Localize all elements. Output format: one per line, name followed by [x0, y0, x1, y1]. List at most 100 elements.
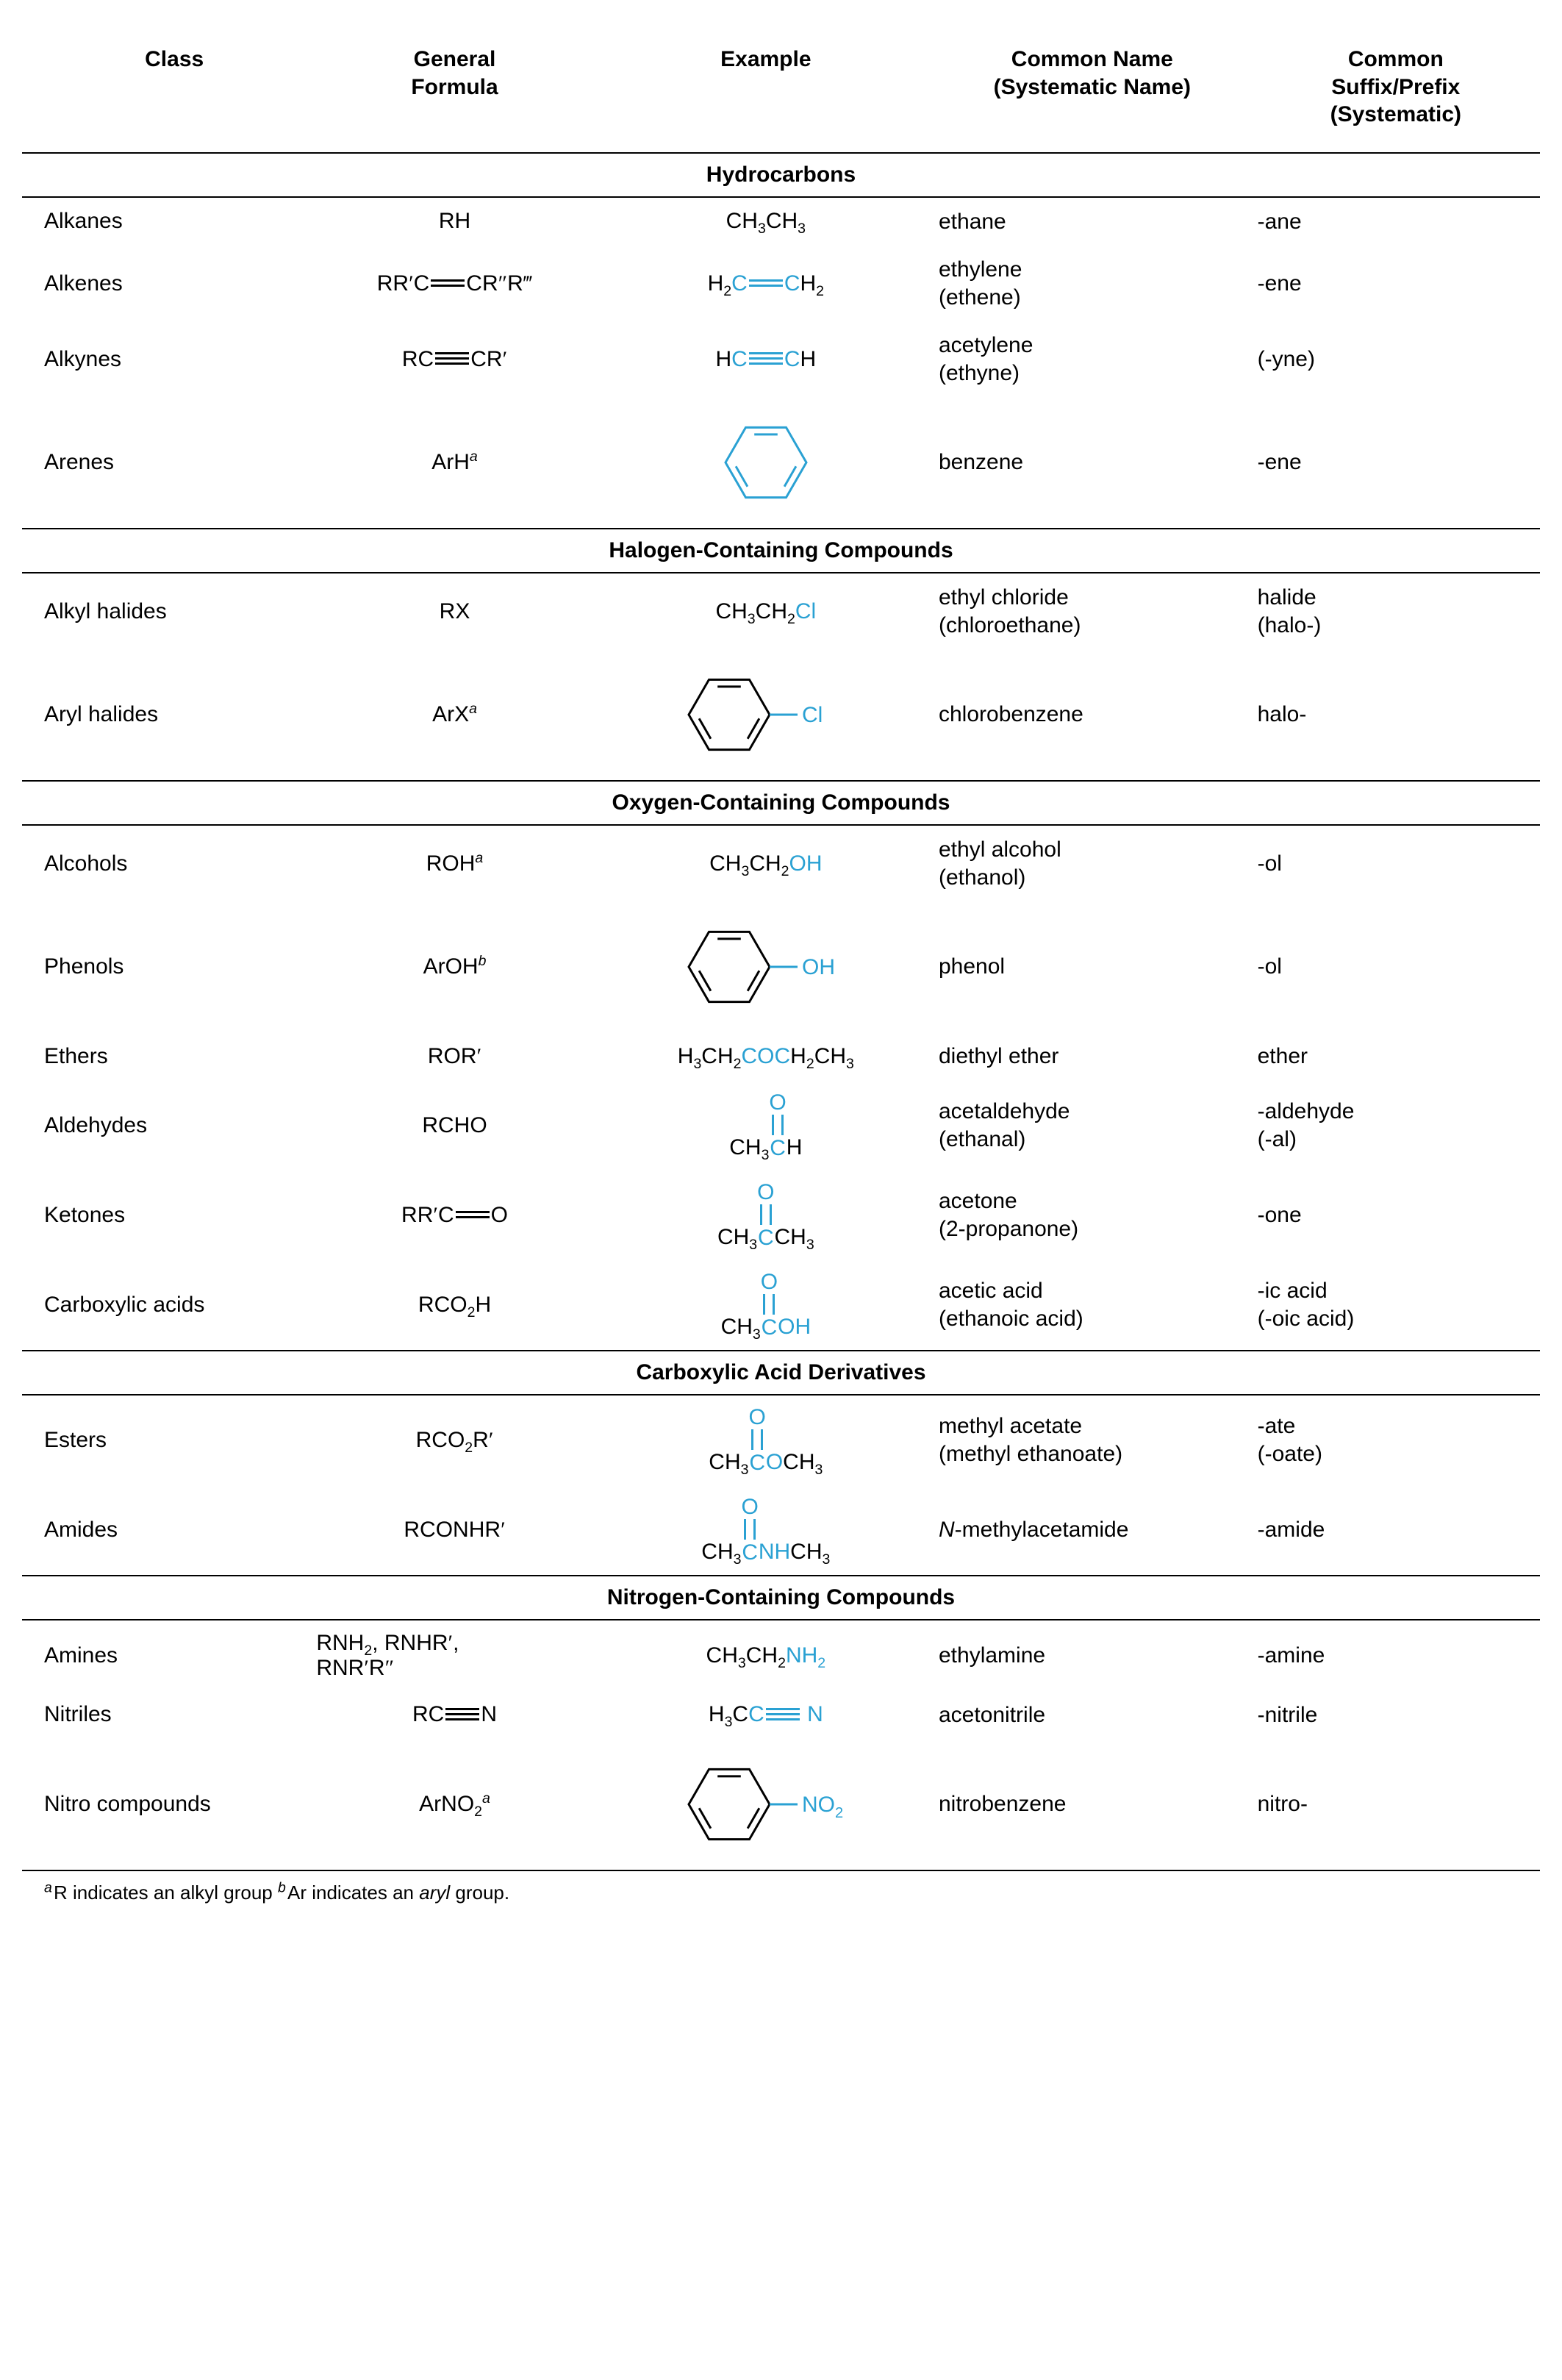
table-row: Carboxylic acidsRCO2H CH3 O C OH acetic … — [22, 1260, 1540, 1351]
cell-suffix: -ate(-oate) — [1252, 1395, 1540, 1485]
cell-class: Arenes — [22, 397, 310, 529]
cell-name: acetaldehyde(ethanal) — [933, 1081, 1252, 1171]
cell-general-formula: RX — [310, 573, 598, 649]
cell-general-formula: RCO2R′ — [310, 1395, 598, 1485]
cell-example: H2CCH2 — [599, 246, 933, 321]
section-title: Oxygen-Containing Compounds — [22, 781, 1540, 825]
table-row: EstersRCO2R′ CH3 O C OCH3 methyl acetate… — [22, 1395, 1540, 1485]
cell-general-formula: ArNO2a — [310, 1739, 598, 1870]
cell-class: Alkynes — [22, 321, 310, 397]
section-title: Carboxylic Acid Derivatives — [22, 1351, 1540, 1395]
cell-example: CH3CH3 — [599, 197, 933, 246]
cell-class: Aryl halides — [22, 649, 310, 781]
col-header-suffix: CommonSuffix/Prefix(Systematic) — [1252, 29, 1540, 153]
table-row: AlkanesRHCH3CH3ethane-ane — [22, 197, 1540, 246]
cell-example: CH3CH2OH — [599, 825, 933, 901]
cell-suffix: nitro- — [1252, 1739, 1540, 1870]
cell-suffix: -one — [1252, 1171, 1540, 1260]
cell-suffix: -ol — [1252, 901, 1540, 1032]
table-row: Aryl halidesArXa Cl chlorobenzenehalo- — [22, 649, 1540, 781]
cell-example: CH3 O C NHCH3 — [599, 1485, 933, 1576]
cell-class: Alkenes — [22, 246, 310, 321]
cell-example: HCCH — [599, 321, 933, 397]
section-title: Nitrogen-Containing Compounds — [22, 1576, 1540, 1620]
cell-general-formula: ArHa — [310, 397, 598, 529]
cell-suffix: -ene — [1252, 397, 1540, 529]
cell-general-formula: ROR′ — [310, 1032, 598, 1081]
cell-class: Ketones — [22, 1171, 310, 1260]
cell-suffix: -ene — [1252, 246, 1540, 321]
cell-general-formula: ArOHb — [310, 901, 598, 1032]
cell-name: acetone(2-propanone) — [933, 1171, 1252, 1260]
cell-general-formula: ArXa — [310, 649, 598, 781]
table-row: PhenolsArOHb OH phenol-ol — [22, 901, 1540, 1032]
section-header: Oxygen-Containing Compounds — [22, 781, 1540, 825]
table-row: AlcoholsROHaCH3CH2OHethyl alcohol(ethano… — [22, 825, 1540, 901]
cell-general-formula: RR′CO — [310, 1171, 598, 1260]
cell-suffix: -ane — [1252, 197, 1540, 246]
cell-name: ethane — [933, 197, 1252, 246]
cell-suffix: ether — [1252, 1032, 1540, 1081]
cell-general-formula: RH — [310, 197, 598, 246]
cell-class: Ethers — [22, 1032, 310, 1081]
cell-example: H3CC N — [599, 1691, 933, 1740]
cell-general-formula: RCONHR′ — [310, 1485, 598, 1576]
table-row: KetonesRR′CO CH3 O C CH3 acetone(2-propa… — [22, 1171, 1540, 1260]
cell-example — [599, 397, 933, 529]
cell-suffix: -amine — [1252, 1620, 1540, 1691]
cell-class: Amides — [22, 1485, 310, 1576]
svg-text:Cl: Cl — [802, 703, 823, 727]
cell-name: acetic acid(ethanoic acid) — [933, 1260, 1252, 1351]
cell-suffix: halo- — [1252, 649, 1540, 781]
svg-text:NO2: NO2 — [802, 1793, 843, 1821]
table-row: AlkenesRR′CCR″R‴H2CCH2ethylene(ethene)-e… — [22, 246, 1540, 321]
cell-example: Cl — [599, 649, 933, 781]
col-header-gformula: GeneralFormula — [310, 29, 598, 153]
table-header: Class GeneralFormula Example Common Name… — [22, 29, 1540, 153]
cell-name: benzene — [933, 397, 1252, 529]
cell-example: CH3 O C OH — [599, 1260, 933, 1351]
cell-general-formula: ROHa — [310, 825, 598, 901]
cell-example: CH3CH2NH2 — [599, 1620, 933, 1691]
table-row: EthersROR′H3CH2COCH2CH3diethyl etherethe… — [22, 1032, 1540, 1081]
table-row: AmidesRCONHR′ CH3 O C NHCH3 N-methylacet… — [22, 1485, 1540, 1576]
table-row: Nitro compoundsArNO2a NO2 nitrobenzeneni… — [22, 1739, 1540, 1870]
cell-name: ethylamine — [933, 1620, 1252, 1691]
cell-class: Phenols — [22, 901, 310, 1032]
cell-class: Aldehydes — [22, 1081, 310, 1171]
cell-name: acetylene(ethyne) — [933, 321, 1252, 397]
col-header-example: Example — [599, 29, 933, 153]
section-header: Halogen-Containing Compounds — [22, 529, 1540, 573]
cell-class: Nitro compounds — [22, 1739, 310, 1870]
cell-general-formula: RR′CCR″R‴ — [310, 246, 598, 321]
table-row: AldehydesRCHO CH3 O C H acetaldehyde(eth… — [22, 1081, 1540, 1171]
table-row: AlkynesRCCR′HCCHacetylene(ethyne)(-yne) — [22, 321, 1540, 397]
cell-example: NO2 — [599, 1739, 933, 1870]
cell-general-formula: RCO2H — [310, 1260, 598, 1351]
cell-name: phenol — [933, 901, 1252, 1032]
functional-groups-table: Class GeneralFormula Example Common Name… — [22, 29, 1540, 1871]
cell-suffix: -nitrile — [1252, 1691, 1540, 1740]
cell-example: CH3 O C CH3 — [599, 1171, 933, 1260]
section-header: Hydrocarbons — [22, 153, 1540, 197]
section-header: Carboxylic Acid Derivatives — [22, 1351, 1540, 1395]
cell-general-formula: RCCR′ — [310, 321, 598, 397]
cell-class: Alkyl halides — [22, 573, 310, 649]
cell-general-formula: RCN — [310, 1691, 598, 1740]
table-row: Alkyl halidesRXCH3CH2Clethyl chloride(ch… — [22, 573, 1540, 649]
cell-name: acetonitrile — [933, 1691, 1252, 1740]
cell-example: CH3 O C OCH3 — [599, 1395, 933, 1485]
section-title: Halogen-Containing Compounds — [22, 529, 1540, 573]
cell-class: Amines — [22, 1620, 310, 1691]
cell-name: nitrobenzene — [933, 1739, 1252, 1870]
table-row: AminesRNH2, RNHR′,RNR′R″CH3CH2NH2ethylam… — [22, 1620, 1540, 1691]
col-header-class: Class — [22, 29, 310, 153]
cell-example: OH — [599, 901, 933, 1032]
cell-class: Carboxylic acids — [22, 1260, 310, 1351]
cell-name: ethyl alcohol(ethanol) — [933, 825, 1252, 901]
table-row: ArenesArHa benzene-ene — [22, 397, 1540, 529]
section-title: Hydrocarbons — [22, 153, 1540, 197]
cell-suffix: -ic acid(-oic acid) — [1252, 1260, 1540, 1351]
cell-class: Nitriles — [22, 1691, 310, 1740]
table-row: NitrilesRCNH3CC Nacetonitrile-nitrile — [22, 1691, 1540, 1740]
